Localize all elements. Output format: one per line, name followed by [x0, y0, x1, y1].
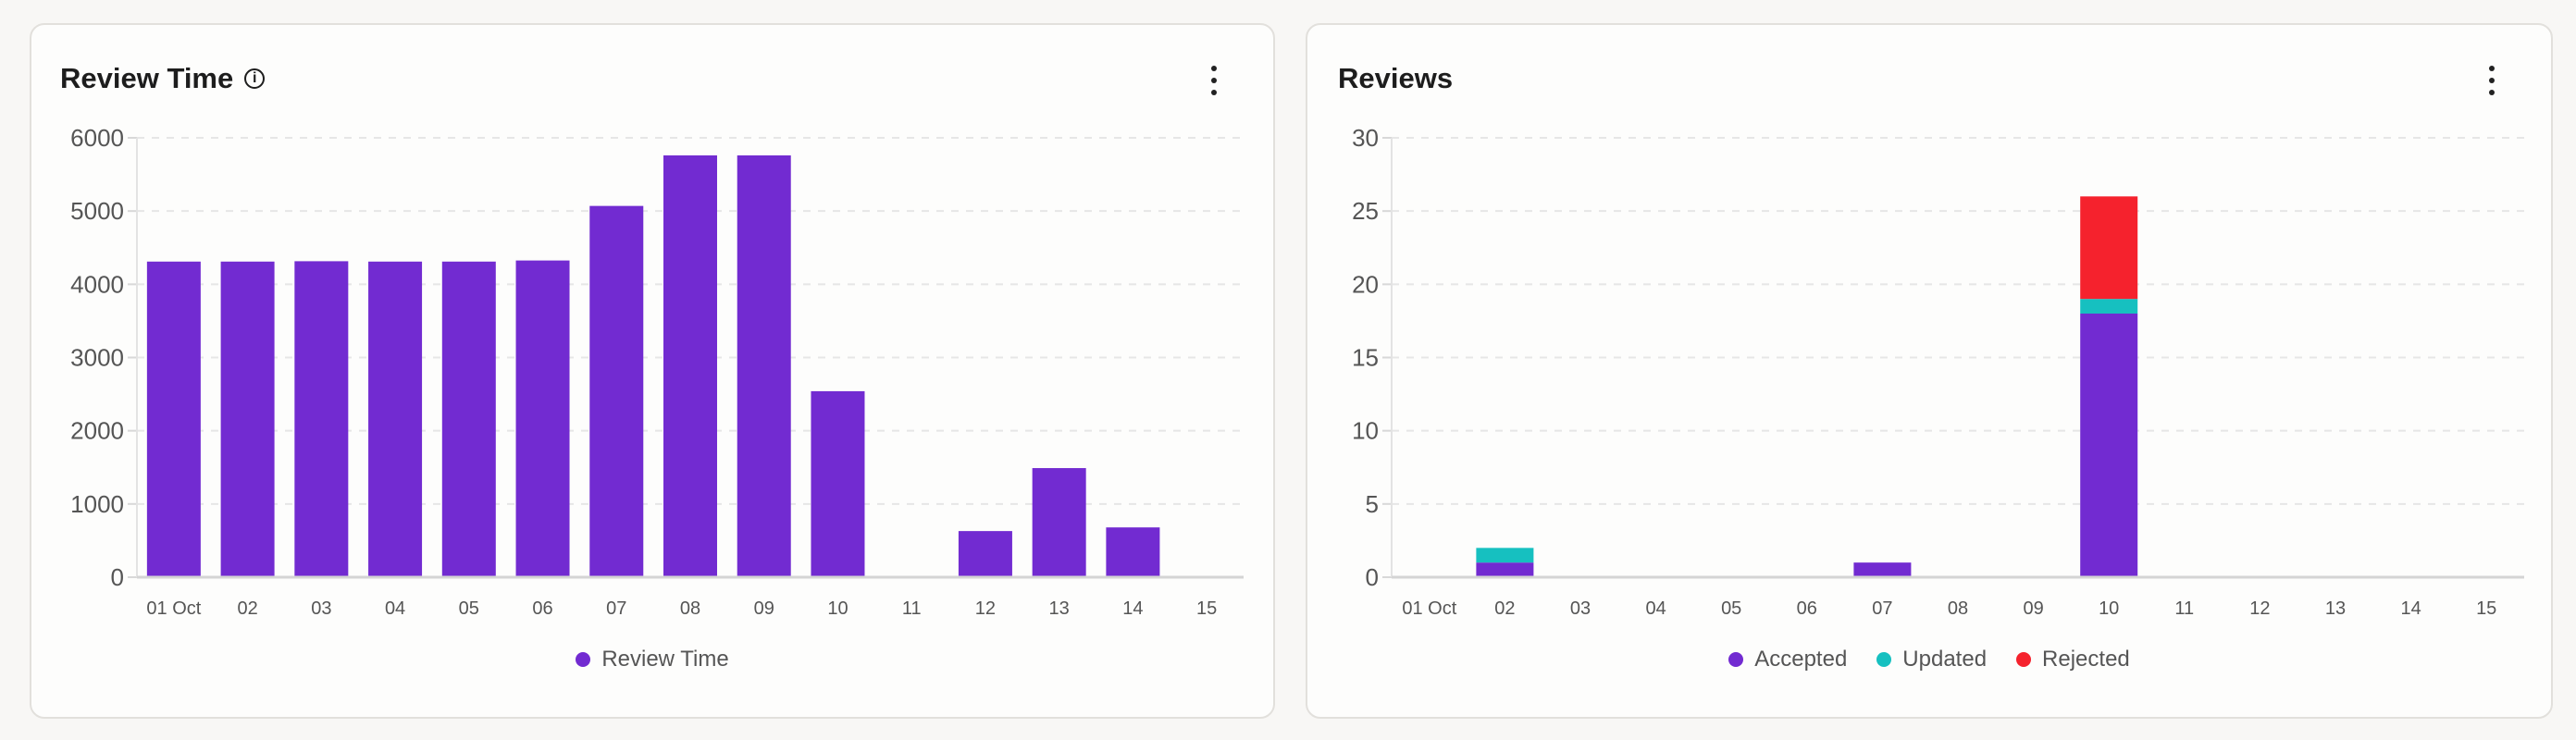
- bar-review-time: [811, 390, 865, 577]
- y-tick-label: 4000: [70, 270, 124, 298]
- legend-label: Accepted: [1754, 647, 1848, 672]
- x-tick-label: 04: [385, 598, 405, 619]
- bar-review-time: [663, 155, 717, 577]
- y-tick-label: 5000: [70, 197, 124, 225]
- x-tick-label: 12: [2249, 598, 2270, 619]
- x-tick-label: 06: [532, 598, 552, 619]
- x-tick-label: 11: [2174, 598, 2194, 619]
- reviews-card: Reviews 0 5 10 15 20 25 30 01 Oct 02 03 04 05 06 07 08…: [1306, 23, 2553, 719]
- x-tick-label: 08: [680, 598, 700, 619]
- legend-dot-icon: [576, 652, 591, 667]
- x-tick-label: 08: [1948, 598, 1968, 619]
- bar-review-time: [1032, 468, 1086, 577]
- legend-item[interactable]: Rejected: [2016, 647, 2130, 672]
- review-time-title: Review Time: [60, 62, 234, 94]
- chart-legend: Review Time: [31, 647, 1273, 672]
- legend-label: Rejected: [2042, 647, 2130, 672]
- x-tick-label: 03: [1570, 598, 1591, 619]
- x-tick-label: 10: [2099, 598, 2119, 619]
- x-tick-label: 03: [311, 598, 331, 619]
- more-options-icon[interactable]: [1205, 66, 1223, 95]
- x-tick-label: 12: [975, 598, 996, 619]
- reviews-title: Reviews: [1338, 62, 1454, 94]
- y-tick-label: 0: [111, 563, 124, 591]
- y-tick-label: 1000: [70, 490, 124, 518]
- x-tick-label: 01 Oct: [146, 598, 201, 619]
- x-tick-label: 11: [902, 598, 922, 619]
- card-title: Reviews: [1338, 62, 1453, 95]
- bar-review-time: [368, 261, 423, 577]
- x-tick-label: 13: [2325, 598, 2346, 619]
- bar-review-time: [515, 260, 570, 577]
- x-tick-label: 10: [827, 598, 848, 619]
- y-tick-label: 30: [1352, 124, 1379, 152]
- x-tick-label: 05: [459, 598, 479, 619]
- legend-label: Updated: [1902, 647, 1988, 672]
- bar-review-time: [146, 261, 201, 577]
- bar-updated: [2080, 299, 2138, 314]
- legend-item[interactable]: Accepted: [1728, 647, 1847, 672]
- legend-dot-icon: [1876, 652, 1892, 667]
- x-tick-label: 01 Oct: [1402, 598, 1456, 619]
- x-tick-label: 02: [237, 598, 257, 619]
- bar-review-time: [441, 261, 496, 577]
- review-time-chart: 0 1000 2000 3000 4000 5000 6000 01 Oct 02 03 04 05 0…: [70, 124, 1244, 619]
- card-title: Review Time i: [60, 62, 266, 95]
- review-time-card: Review Time i 0 1000 2000 3000 4000 5000 6000 0…: [30, 23, 1275, 719]
- legend-dot-icon: [1728, 652, 1744, 667]
- y-tick-label: 25: [1352, 197, 1379, 225]
- chart-legend: Accepted Updated Rejected: [1307, 647, 2551, 672]
- bar-accepted: [1476, 562, 1534, 577]
- legend-item[interactable]: Review Time: [576, 647, 729, 672]
- legend-item[interactable]: Updated: [1876, 647, 1987, 672]
- x-tick-label: 09: [754, 598, 774, 619]
- x-tick-label: 15: [2476, 598, 2496, 619]
- legend-label: Review Time: [601, 647, 729, 672]
- x-tick-label: 07: [606, 598, 626, 619]
- bar-accepted: [2080, 314, 2138, 577]
- x-tick-label: 02: [1494, 598, 1515, 619]
- y-tick-label: 15: [1352, 344, 1379, 372]
- x-tick-label: 13: [1049, 598, 1070, 619]
- info-icon[interactable]: i: [244, 68, 266, 89]
- bar-review-time: [294, 261, 349, 577]
- x-tick-label: 14: [2400, 598, 2421, 619]
- y-tick-label: 10: [1352, 417, 1379, 445]
- y-tick-label: 2000: [70, 417, 124, 445]
- bar-review-time: [1106, 527, 1160, 577]
- x-tick-label: 09: [2023, 598, 2043, 619]
- bar-review-time: [589, 205, 644, 577]
- bar-review-time: [220, 261, 275, 577]
- more-options-icon[interactable]: [2483, 66, 2501, 95]
- y-tick-label: 6000: [70, 124, 124, 152]
- bar-rejected: [2080, 196, 2138, 300]
- bar-review-time: [737, 155, 791, 577]
- bar-accepted: [1853, 562, 1912, 577]
- x-tick-label: 04: [1645, 598, 1666, 619]
- y-tick-label: 20: [1352, 270, 1379, 298]
- bar-review-time: [958, 531, 1012, 577]
- x-tick-label: 15: [1196, 598, 1217, 619]
- x-tick-label: 06: [1797, 598, 1817, 619]
- y-tick-label: 3000: [70, 344, 124, 372]
- legend-dot-icon: [2016, 652, 2032, 667]
- x-tick-label: 14: [1122, 598, 1143, 619]
- x-tick-label: 05: [1721, 598, 1741, 619]
- y-tick-label: 5: [1366, 490, 1379, 518]
- x-tick-label: 07: [1872, 598, 1892, 619]
- y-tick-label: 0: [1366, 563, 1379, 591]
- bar-updated: [1476, 548, 1534, 563]
